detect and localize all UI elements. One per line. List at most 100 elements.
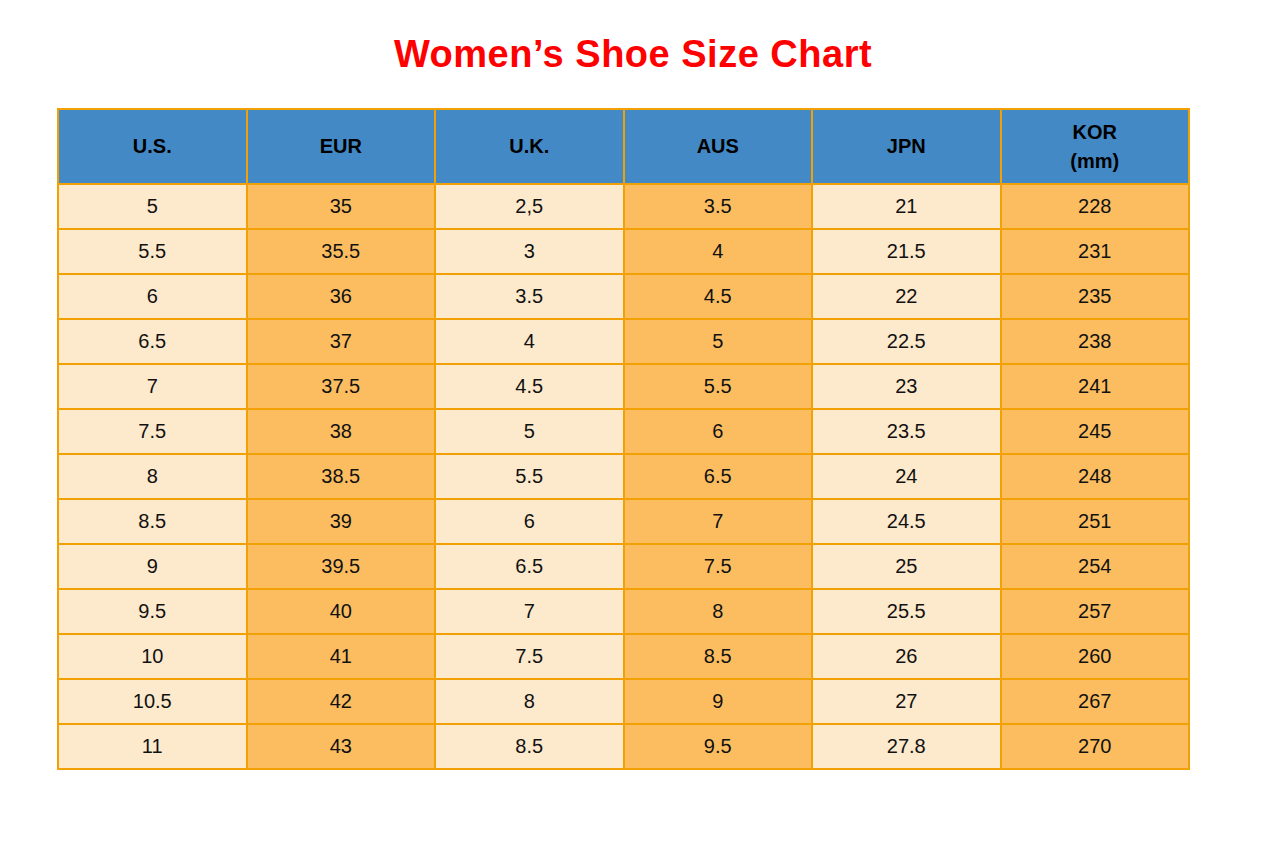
table-cell: 6	[58, 274, 247, 319]
header-row: U.S.EURU.K.AUSJPNKOR(mm)	[58, 109, 1189, 184]
table-cell: 6	[435, 499, 624, 544]
table-cell: 8.5	[435, 724, 624, 769]
page-title: Women’s Shoe Size Chart	[0, 33, 1266, 76]
table-header: U.S.EURU.K.AUSJPNKOR(mm)	[58, 109, 1189, 184]
table-row: 838.55.56.524248	[58, 454, 1189, 499]
table-cell: 8.5	[624, 634, 813, 679]
column-header-label: JPN	[813, 132, 1000, 161]
table-cell: 23.5	[812, 409, 1001, 454]
table-cell: 7	[58, 364, 247, 409]
column-header: EUR	[247, 109, 436, 184]
table-cell: 25.5	[812, 589, 1001, 634]
table-cell: 26	[812, 634, 1001, 679]
table-cell: 10.5	[58, 679, 247, 724]
table-cell: 9	[58, 544, 247, 589]
table-cell: 6.5	[624, 454, 813, 499]
table-row: 9.5407825.5257	[58, 589, 1189, 634]
table-row: 10417.58.526260	[58, 634, 1189, 679]
table-cell: 270	[1001, 724, 1190, 769]
table-cell: 5	[58, 184, 247, 229]
table-cell: 8	[435, 679, 624, 724]
column-header: U.K.	[435, 109, 624, 184]
table-cell: 251	[1001, 499, 1190, 544]
table-row: 8.5396724.5251	[58, 499, 1189, 544]
table-cell: 231	[1001, 229, 1190, 274]
table-cell: 8	[624, 589, 813, 634]
table-cell: 248	[1001, 454, 1190, 499]
column-header: AUS	[624, 109, 813, 184]
column-header-label: AUS	[625, 132, 812, 161]
table-cell: 7	[435, 589, 624, 634]
table-cell: 36	[247, 274, 436, 319]
table-cell: 24.5	[812, 499, 1001, 544]
table-cell: 8	[58, 454, 247, 499]
table-cell: 235	[1001, 274, 1190, 319]
table-cell: 5.5	[624, 364, 813, 409]
table-cell: 39	[247, 499, 436, 544]
table-cell: 37.5	[247, 364, 436, 409]
table-cell: 37	[247, 319, 436, 364]
table-row: 5.535.53421.5231	[58, 229, 1189, 274]
table-cell: 267	[1001, 679, 1190, 724]
table-cell: 35.5	[247, 229, 436, 274]
table-cell: 39.5	[247, 544, 436, 589]
table-cell: 24	[812, 454, 1001, 499]
table-cell: 5.5	[435, 454, 624, 499]
table-cell: 35	[247, 184, 436, 229]
size-chart-table: U.S.EURU.K.AUSJPNKOR(mm) 5352,53.5212285…	[57, 108, 1190, 770]
table-row: 11438.59.527.8270	[58, 724, 1189, 769]
table-cell: 4	[435, 319, 624, 364]
table-cell: 23	[812, 364, 1001, 409]
table-cell: 6	[624, 409, 813, 454]
table-cell: 7.5	[435, 634, 624, 679]
table-cell: 9.5	[624, 724, 813, 769]
table-cell: 21	[812, 184, 1001, 229]
table-cell: 7.5	[58, 409, 247, 454]
table-cell: 2,5	[435, 184, 624, 229]
table-cell: 11	[58, 724, 247, 769]
table-cell: 25	[812, 544, 1001, 589]
table-cell: 9.5	[58, 589, 247, 634]
column-header-sublabel: (mm)	[1002, 147, 1189, 176]
table-row: 6363.54.522235	[58, 274, 1189, 319]
table-cell: 8.5	[58, 499, 247, 544]
table-cell: 254	[1001, 544, 1190, 589]
table-cell: 4.5	[624, 274, 813, 319]
table-cell: 43	[247, 724, 436, 769]
table-cell: 257	[1001, 589, 1190, 634]
table-cell: 9	[624, 679, 813, 724]
table-cell: 6.5	[435, 544, 624, 589]
table-cell: 7.5	[624, 544, 813, 589]
table-cell: 4	[624, 229, 813, 274]
table-cell: 40	[247, 589, 436, 634]
table-cell: 3.5	[624, 184, 813, 229]
table-cell: 27.8	[812, 724, 1001, 769]
column-header-label: U.S.	[59, 132, 246, 161]
table-row: 10.5428927267	[58, 679, 1189, 724]
table-row: 5352,53.521228	[58, 184, 1189, 229]
table-cell: 21.5	[812, 229, 1001, 274]
table-cell: 5.5	[58, 229, 247, 274]
table-cell: 27	[812, 679, 1001, 724]
column-header: U.S.	[58, 109, 247, 184]
table-row: 939.56.57.525254	[58, 544, 1189, 589]
column-header: JPN	[812, 109, 1001, 184]
table-cell: 3	[435, 229, 624, 274]
table-cell: 41	[247, 634, 436, 679]
table-cell: 5	[624, 319, 813, 364]
table-cell: 245	[1001, 409, 1190, 454]
table-cell: 3.5	[435, 274, 624, 319]
table-body: 5352,53.5212285.535.53421.52316363.54.52…	[58, 184, 1189, 769]
column-header: KOR(mm)	[1001, 109, 1190, 184]
table-row: 7.5385623.5245	[58, 409, 1189, 454]
table-cell: 5	[435, 409, 624, 454]
table-row: 737.54.55.523241	[58, 364, 1189, 409]
table-cell: 7	[624, 499, 813, 544]
table-row: 6.5374522.5238	[58, 319, 1189, 364]
table-cell: 260	[1001, 634, 1190, 679]
table-cell: 42	[247, 679, 436, 724]
table-cell: 228	[1001, 184, 1190, 229]
table-cell: 22.5	[812, 319, 1001, 364]
table-cell: 241	[1001, 364, 1190, 409]
table-cell: 38.5	[247, 454, 436, 499]
